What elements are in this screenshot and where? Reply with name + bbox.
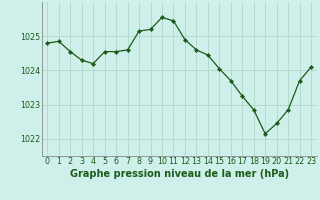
X-axis label: Graphe pression niveau de la mer (hPa): Graphe pression niveau de la mer (hPa)	[70, 169, 289, 179]
